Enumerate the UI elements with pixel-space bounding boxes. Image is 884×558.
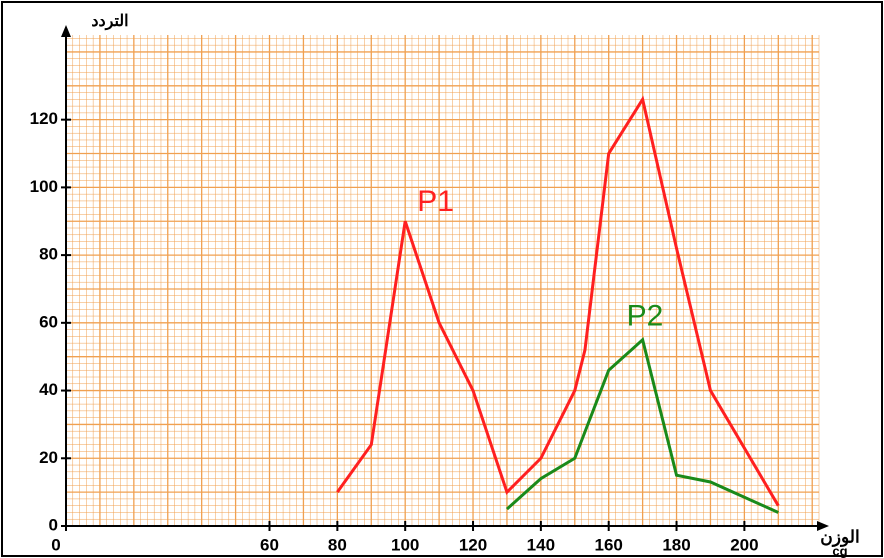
y-tick-label: 120 — [30, 109, 58, 128]
x-tick-label: 180 — [662, 535, 690, 554]
y-axis-label: التردد — [91, 13, 128, 31]
x-tick-label: 200 — [730, 535, 758, 554]
series-line — [505, 336, 779, 514]
x-tick-label: 120 — [459, 535, 487, 554]
y-tick-label: 100 — [30, 177, 58, 196]
x-tick-label: 100 — [391, 535, 419, 554]
series-line — [336, 95, 780, 507]
arrow — [61, 25, 71, 37]
y-tick-label: 40 — [39, 380, 58, 399]
arrow — [817, 521, 829, 531]
y-tick-label: 20 — [39, 448, 58, 467]
x-axis-label: الوزن — [820, 527, 859, 547]
y-tick-label: 0 — [49, 515, 58, 534]
x-tick-label: 0 — [51, 535, 60, 554]
x-tick-label: 160 — [595, 535, 623, 554]
x-tick-label: 140 — [527, 535, 555, 554]
x-axis-unit: cg — [832, 543, 847, 558]
y-tick-label: 60 — [39, 312, 58, 331]
y-tick-label: 80 — [39, 245, 58, 264]
x-tick-label: 80 — [328, 535, 347, 554]
series-label: P2 — [627, 300, 664, 333]
x-tick-label: 60 — [260, 535, 279, 554]
series-label: P1 — [417, 185, 454, 218]
